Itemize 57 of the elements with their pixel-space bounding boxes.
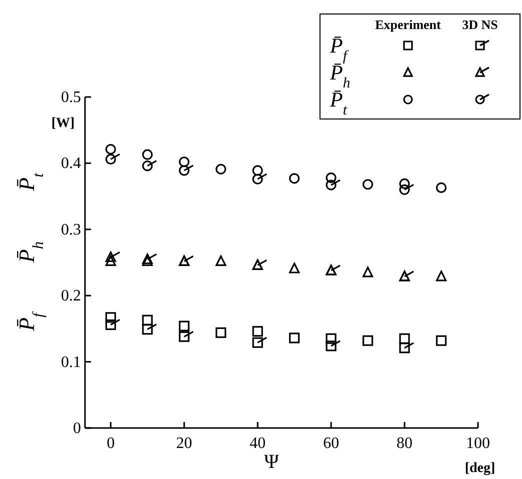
point <box>362 179 374 190</box>
point <box>178 156 190 168</box>
point <box>142 160 153 172</box>
point <box>252 337 263 348</box>
point <box>289 332 300 344</box>
point <box>105 154 116 165</box>
point <box>436 335 447 346</box>
point <box>142 324 153 335</box>
y-tick-label: 0.3 <box>61 221 81 238</box>
text: Experiment <box>375 17 442 32</box>
point <box>216 164 226 174</box>
x-tick-label: 0 <box>106 435 115 452</box>
x-tick-label: 100 <box>466 435 490 452</box>
point <box>178 331 190 342</box>
point <box>252 326 263 337</box>
x-axis-title: Ψ <box>264 451 280 473</box>
x-tick-label: 20 <box>176 435 192 452</box>
y-tick-label: 0.2 <box>61 288 81 305</box>
point <box>326 180 336 190</box>
text: [deg] <box>464 461 496 476</box>
point <box>289 173 300 184</box>
point <box>178 320 190 332</box>
point <box>252 174 263 184</box>
point <box>399 184 410 195</box>
text: 3D NS <box>462 17 498 32</box>
y-tick-label: 0.1 <box>61 354 81 371</box>
y-tick-label: 0.5 <box>61 89 81 106</box>
y-tick-label: 0.4 <box>61 155 81 172</box>
text: P̄$_{f}$ <box>329 34 349 64</box>
point <box>362 335 374 346</box>
point <box>105 255 116 266</box>
point <box>142 149 153 160</box>
point <box>399 342 410 354</box>
point <box>399 333 410 344</box>
point <box>326 172 336 184</box>
point <box>105 312 116 323</box>
point <box>142 314 153 326</box>
point <box>326 340 336 352</box>
point <box>362 266 374 278</box>
point <box>105 319 116 330</box>
point <box>436 182 447 193</box>
point <box>178 165 190 176</box>
point <box>252 165 263 176</box>
point <box>216 327 226 338</box>
x-tick-label: 60 <box>323 435 340 452</box>
point <box>436 270 447 282</box>
x-tick-label: 80 <box>396 435 413 452</box>
point <box>105 251 116 262</box>
y-tick-label: 0 <box>73 420 81 437</box>
y-axis-title: [W] <box>51 116 75 131</box>
x-tick-label: 40 <box>250 435 266 452</box>
point <box>216 255 226 266</box>
point <box>289 262 300 274</box>
point <box>326 333 336 344</box>
point <box>105 144 116 155</box>
annotation: P̄$_{t}$ <box>329 88 348 118</box>
point <box>399 178 410 190</box>
